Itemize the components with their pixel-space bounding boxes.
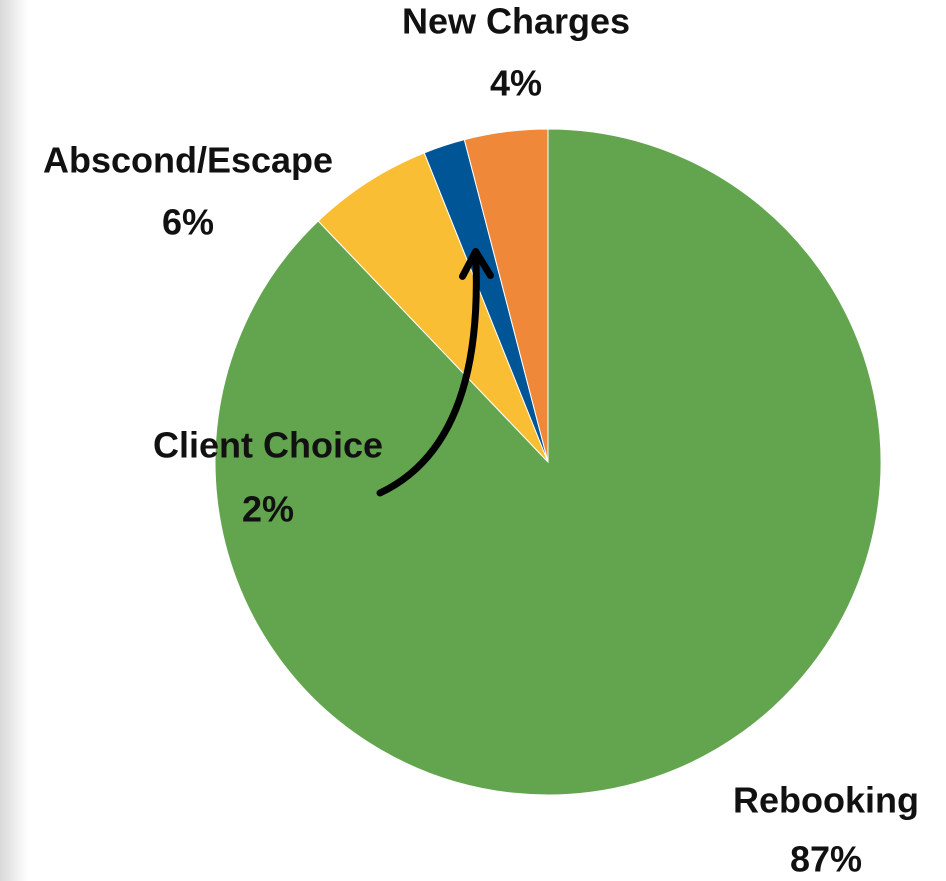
slice-label: Rebooking: [733, 780, 919, 821]
arrow: [376, 248, 494, 497]
value-label: 6%: [162, 202, 214, 243]
value-label: 87%: [790, 839, 862, 880]
slice-label: Abscond/Escape: [43, 140, 333, 181]
edge-shade: [0, 0, 28, 881]
value-label: 2%: [242, 489, 294, 530]
value-label: 4%: [490, 63, 542, 104]
labels: Rebooking 87% Abscond/Escape 6% Client Choic…: [43, 1, 919, 880]
slice: [463, 128, 549, 463]
pie: [214, 128, 882, 796]
slice-label: Client Choice: [153, 425, 383, 466]
slice-label: New Charges: [402, 1, 630, 42]
slice: [317, 152, 549, 463]
